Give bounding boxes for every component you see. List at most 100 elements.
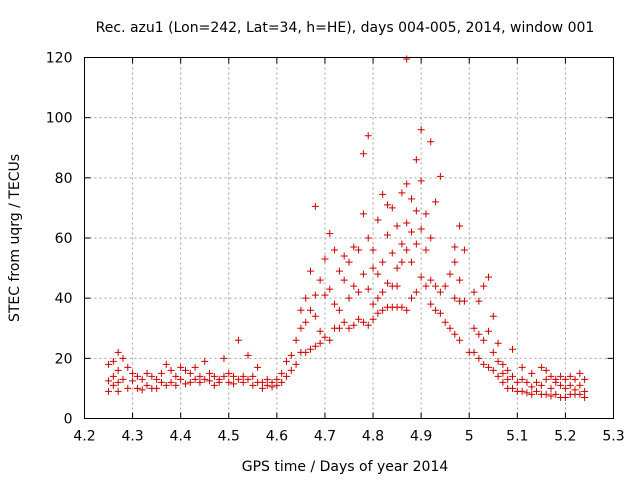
data-point — [528, 369, 536, 377]
data-point — [499, 378, 507, 386]
data-point — [456, 276, 464, 284]
y-tick-label: 0 — [64, 412, 73, 428]
data-point — [509, 384, 517, 392]
data-point — [480, 360, 488, 368]
data-point — [254, 363, 262, 371]
data-point — [326, 285, 334, 293]
data-point — [220, 354, 228, 362]
data-point — [436, 309, 444, 317]
axis-ticks: 4.2 4.3 4.4 4.5 4.6 4.7 4.8 4.9 5 5.1 5.2 5.3 0 20 40 6… — [46, 51, 625, 445]
data-point — [576, 381, 584, 389]
data-point — [311, 202, 319, 210]
data-point — [297, 306, 305, 314]
data-point — [331, 246, 339, 254]
data-point — [249, 381, 257, 389]
data-point — [417, 177, 425, 185]
data-point — [417, 273, 425, 281]
data-point — [537, 363, 545, 371]
data-point — [388, 204, 396, 212]
data-point — [403, 219, 411, 227]
data-point — [273, 375, 281, 383]
data-point — [566, 381, 574, 389]
data-point — [133, 372, 141, 380]
data-point — [422, 282, 430, 290]
y-tick-label: 60 — [55, 231, 73, 247]
data-point — [571, 375, 579, 383]
data-point — [359, 210, 367, 218]
data-point — [451, 330, 459, 338]
data-point — [302, 318, 310, 326]
x-tick-label: 5.1 — [506, 429, 528, 445]
data-point — [335, 267, 343, 275]
data-point — [210, 372, 218, 380]
data-point — [124, 363, 132, 371]
data-point — [177, 363, 185, 371]
data-point — [340, 252, 348, 260]
data-point — [460, 297, 468, 305]
data-point — [379, 258, 387, 266]
data-point — [432, 306, 440, 314]
data-point — [408, 258, 416, 266]
data-point — [302, 294, 310, 302]
data-point — [537, 381, 545, 389]
data-point — [523, 378, 531, 386]
data-point — [249, 372, 257, 380]
data-point — [504, 375, 512, 383]
data-point — [552, 378, 560, 386]
data-point — [311, 312, 319, 320]
data-point — [509, 345, 517, 353]
data-point — [321, 255, 329, 263]
data-point — [278, 369, 286, 377]
data-point — [557, 381, 565, 389]
data-point — [552, 390, 560, 398]
data-point — [129, 369, 137, 377]
data-point — [220, 372, 228, 380]
y-axis-label: STEC from uqrg / TECUs — [7, 154, 23, 322]
data-point — [196, 372, 204, 380]
data-point — [287, 351, 295, 359]
data-point — [292, 336, 300, 344]
data-point — [350, 321, 358, 329]
data-point — [206, 369, 214, 377]
y-tick-label: 20 — [55, 351, 73, 367]
data-point — [364, 321, 372, 329]
data-point — [311, 342, 319, 350]
data-point — [542, 390, 550, 398]
data-point — [451, 243, 459, 251]
data-point — [427, 300, 435, 308]
data-point — [393, 282, 401, 290]
x-tick-label: 4.3 — [121, 429, 143, 445]
data-point — [105, 387, 113, 395]
data-point — [451, 294, 459, 302]
data-point — [307, 267, 315, 275]
data-point — [475, 297, 483, 305]
data-point — [369, 264, 377, 272]
data-point — [403, 180, 411, 188]
data-point — [186, 378, 194, 386]
data-point — [547, 372, 555, 380]
data-point — [489, 366, 497, 374]
data-point — [177, 375, 185, 383]
data-point — [470, 324, 478, 332]
data-point — [509, 372, 517, 380]
data-point — [268, 383, 276, 391]
data-point — [480, 336, 488, 344]
data-point — [581, 375, 589, 383]
data-point — [355, 288, 363, 296]
data-point — [201, 375, 209, 383]
data-point — [547, 384, 555, 392]
data-point — [234, 375, 242, 383]
data-point — [225, 369, 233, 377]
data-point — [470, 348, 478, 356]
data-point — [359, 270, 367, 278]
data-point — [167, 378, 175, 386]
data-point — [489, 348, 497, 356]
data-point — [143, 381, 151, 389]
data-point — [412, 207, 420, 215]
data-point — [494, 372, 502, 380]
data-point — [340, 318, 348, 326]
data-point — [258, 384, 266, 392]
data-point — [383, 201, 391, 209]
data-point — [379, 306, 387, 314]
data-point — [581, 393, 589, 401]
